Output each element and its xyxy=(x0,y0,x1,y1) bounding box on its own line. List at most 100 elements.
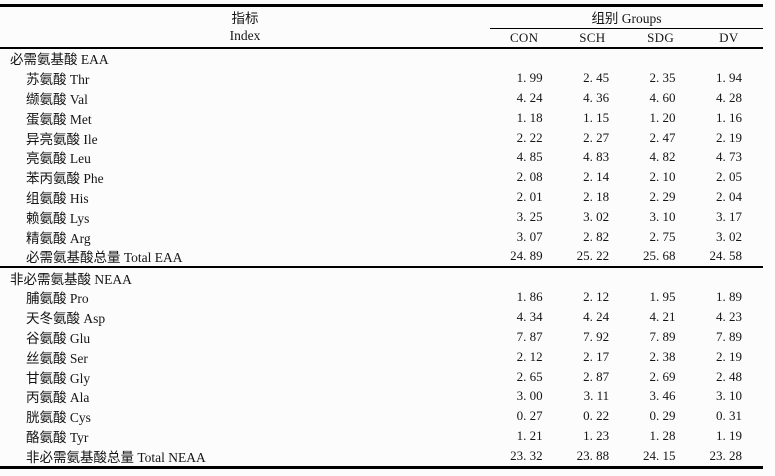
table-row: 脯氨酸 Pro 1. 86 2. 12 1. 95 1. 89 xyxy=(0,288,763,308)
value-cell: 4. 21 xyxy=(649,309,676,325)
value-cell: 2. 69 xyxy=(649,368,676,384)
value-cell: 24. 15 xyxy=(643,447,676,463)
value-cell: 2. 75 xyxy=(649,228,676,244)
value-cell: 4. 73 xyxy=(715,149,742,165)
value-cell: 4. 24 xyxy=(516,89,543,105)
groups-header-cell: 组别 Groups CON SCH SDG DV xyxy=(490,7,763,47)
value-cell: 1. 99 xyxy=(516,70,543,86)
section-header-row: 非必需氨基酸 NEAA xyxy=(0,268,763,288)
row-label: 丙氨酸 Ala xyxy=(26,390,90,406)
value-cell: 2. 08 xyxy=(516,169,543,185)
table-row: 天冬氨酸 Asp 4. 34 4. 24 4. 21 4. 23 xyxy=(0,307,763,327)
value-cell: 2. 04 xyxy=(715,188,742,204)
index-header-en: Index xyxy=(229,27,261,43)
row-label: 丝氨酸 Ser xyxy=(26,350,88,366)
value-cell: 2. 29 xyxy=(649,188,676,204)
table-row: 谷氨酸 Glu 7. 87 7. 92 7. 89 7. 89 xyxy=(0,327,763,347)
table-row: 甘氨酸 Gly 2. 65 2. 87 2. 69 2. 48 xyxy=(0,367,763,387)
row-label: 缬氨酸 Val xyxy=(26,92,88,107)
value-cell: 1. 23 xyxy=(583,428,610,444)
value-cell: 23. 32 xyxy=(510,447,543,463)
value-cell: 2. 10 xyxy=(649,169,676,185)
value-cell: 3. 02 xyxy=(583,208,610,224)
amino-acid-table: 指标 Index 组别 Groups CON SCH SDG DV 必需氨基酸 … xyxy=(0,4,763,469)
value-cell: 1. 20 xyxy=(649,109,676,125)
table-body: 必需氨基酸 EAA 苏氨酸 Thr 1. 99 2. 45 2. 35 1. 94 缬氨酸 … xyxy=(0,49,763,466)
value-cell: 2. 18 xyxy=(583,188,610,204)
value-cell: 4. 34 xyxy=(516,309,543,325)
value-cell: 3. 25 xyxy=(516,208,543,224)
table-row: 丝氨酸 Ser 2. 12 2. 17 2. 38 2. 19 xyxy=(0,347,763,367)
value-cell: 2. 19 xyxy=(715,129,742,145)
value-cell: 0. 29 xyxy=(649,408,676,424)
value-cell: 3. 10 xyxy=(649,208,676,224)
value-cell: 2. 38 xyxy=(649,348,676,364)
row-label: 胱氨酸 Cys xyxy=(26,410,91,426)
total-row: 必需氨基酸总量 Total EAA 24. 89 25. 22 25. 68 24. 5… xyxy=(0,246,763,266)
table-row: 蛋氨酸 Met 1. 18 1. 15 1. 20 1. 16 xyxy=(0,108,763,128)
value-cell: 7. 87 xyxy=(516,329,543,345)
total-row: 非必需氨基酸总量 Total NEAA 23. 32 23. 88 24. 15 23.… xyxy=(0,446,763,466)
table-row: 苯丙氨酸 Phe 2. 08 2. 14 2. 10 2. 05 xyxy=(0,167,763,187)
value-cell: 2. 47 xyxy=(649,129,676,145)
table-row: 酪氨酸 Tyr 1. 21 1. 23 1. 28 1. 19 xyxy=(0,426,763,446)
table-row: 赖氨酸 Lys 3. 25 3. 02 3. 10 3. 17 xyxy=(0,207,763,227)
table-row: 亮氨酸 Leu 4. 85 4. 83 4. 82 4. 73 xyxy=(0,147,763,167)
value-cell: 2. 27 xyxy=(583,129,610,145)
row-label: 非必需氨基酸总量 Total NEAA xyxy=(26,449,206,465)
table-row: 丙氨酸 Ala 3. 00 3. 11 3. 46 3. 10 xyxy=(0,387,763,407)
value-cell: 2. 19 xyxy=(715,348,742,364)
value-cell: 3. 10 xyxy=(715,388,742,404)
value-cell: 1. 15 xyxy=(583,109,610,125)
value-cell: 0. 22 xyxy=(583,408,610,424)
value-cell: 1. 21 xyxy=(516,428,543,444)
value-cell: 7. 89 xyxy=(715,329,742,345)
value-cell: 4. 82 xyxy=(649,149,676,165)
value-cell: 3. 46 xyxy=(649,388,676,404)
row-label: 脯氨酸 Pro xyxy=(26,291,89,307)
row-label: 精氨酸 Arg xyxy=(26,230,91,246)
value-cell: 2. 12 xyxy=(516,348,543,364)
value-cell: 1. 16 xyxy=(715,109,742,125)
row-label: 谷氨酸 Glu xyxy=(26,331,91,347)
value-cell: 23. 28 xyxy=(709,447,742,463)
row-label: 组氨酸 His xyxy=(26,190,89,206)
value-cell: 0. 27 xyxy=(516,408,543,424)
value-cell: 2. 45 xyxy=(583,70,610,86)
value-cell: 3. 11 xyxy=(583,388,610,404)
column-header-con: CON xyxy=(509,29,539,45)
row-label: 异亮氨酸 Ile xyxy=(26,131,98,147)
value-cell: 0. 31 xyxy=(715,408,742,424)
index-header-cell: 指标 Index xyxy=(0,7,490,47)
row-label: 蛋氨酸 Met xyxy=(26,111,92,127)
row-label: 苯丙氨酸 Phe xyxy=(26,171,104,187)
row-label: 酪氨酸 Tyr xyxy=(26,430,89,446)
value-cell: 1. 28 xyxy=(649,428,676,444)
value-cell: 7. 92 xyxy=(583,329,610,345)
bottom-rule xyxy=(0,465,763,469)
index-header-zh: 指标 xyxy=(231,10,259,26)
value-cell: 23. 88 xyxy=(576,447,610,463)
table-row: 精氨酸 Arg 3. 07 2. 82 2. 75 3. 02 xyxy=(0,227,763,247)
column-header-sch: SCH xyxy=(579,29,606,45)
group-column-headers: CON SCH SDG DV xyxy=(490,29,763,47)
value-cell: 3. 00 xyxy=(516,388,543,404)
value-cell: 1. 94 xyxy=(715,70,742,86)
value-cell: 2. 87 xyxy=(583,368,610,384)
table-row: 异亮氨酸 Ile 2. 22 2. 27 2. 47 2. 19 xyxy=(0,128,763,148)
value-cell: 1. 18 xyxy=(516,109,543,125)
value-cell: 3. 02 xyxy=(715,228,742,244)
value-cell: 4. 28 xyxy=(715,89,742,105)
value-cell: 2. 82 xyxy=(583,228,610,244)
table-row: 胱氨酸 Cys 0. 27 0. 22 0. 29 0. 31 xyxy=(0,406,763,426)
table-row: 苏氨酸 Thr 1. 99 2. 45 2. 35 1. 94 xyxy=(0,68,763,88)
table-row: 缬氨酸 Val 4. 24 4. 36 4. 60 4. 28 xyxy=(0,88,763,108)
section-title: 非必需氨基酸 NEAA xyxy=(10,271,132,287)
value-cell: 2. 48 xyxy=(715,368,742,384)
value-cell: 4. 36 xyxy=(583,89,610,105)
value-cell: 2. 14 xyxy=(583,169,610,185)
value-cell: 2. 35 xyxy=(649,70,676,86)
value-cell: 24. 89 xyxy=(510,248,543,264)
groups-underline-rule xyxy=(490,27,763,29)
